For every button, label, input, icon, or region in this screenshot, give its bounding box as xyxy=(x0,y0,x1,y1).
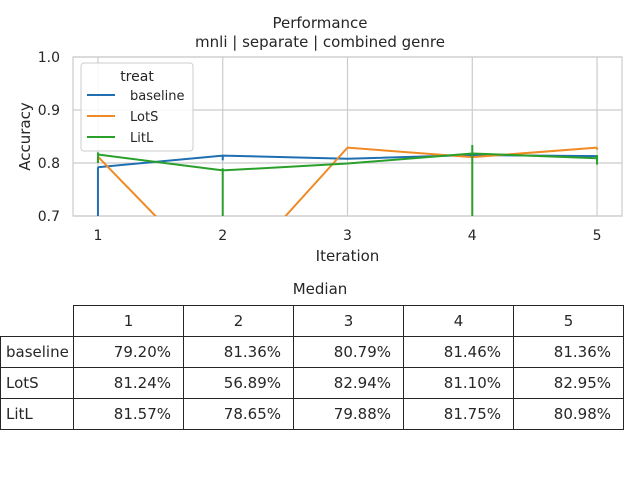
table-cell: 81.57% xyxy=(73,398,184,430)
legend-box xyxy=(80,62,194,152)
data-point-LotS xyxy=(347,147,348,149)
x-tick-label: 5 xyxy=(593,228,602,244)
table-cell: 81.10% xyxy=(403,367,514,399)
data-point-LitL xyxy=(97,154,99,156)
data-point-baseline xyxy=(97,166,99,168)
table-cell: 81.36% xyxy=(183,336,294,368)
data-point-baseline xyxy=(222,155,224,157)
data-point-LitL xyxy=(222,169,224,171)
legend-title: treat xyxy=(120,69,154,85)
column-header: 3 xyxy=(293,305,404,337)
y-tick-label: 0.9 xyxy=(38,103,60,119)
column-header: 1 xyxy=(73,305,184,337)
x-tick-label: 4 xyxy=(468,228,477,244)
x-axis-label: Iteration xyxy=(316,247,380,265)
table-header-row: 1 2 3 4 5 xyxy=(0,305,624,337)
plot-frame xyxy=(72,56,623,217)
table-cell: 82.95% xyxy=(513,367,624,399)
data-point-LotS xyxy=(596,147,598,149)
y-axis-label: Accuracy xyxy=(16,102,34,171)
x-tick-label: 1 xyxy=(93,228,102,244)
table-row: LitL 81.57% 78.65% 79.88% 81.75% 80.98% xyxy=(0,398,624,430)
table-row: baseline 79.20% 81.36% 80.79% 81.46% 81.… xyxy=(0,336,624,368)
table-cell: 81.75% xyxy=(403,398,514,430)
table-cell: 56.89% xyxy=(183,367,294,399)
row-label: baseline xyxy=(0,336,74,368)
data-point-baseline xyxy=(347,158,348,160)
y-tick-label: 0.7 xyxy=(38,209,60,225)
series-group xyxy=(96,144,599,216)
column-header: 2 xyxy=(183,305,294,337)
y-tick-label: 0.8 xyxy=(38,156,60,172)
column-header: 4 xyxy=(403,305,514,337)
x-tick-label: 2 xyxy=(218,228,227,244)
data-point-LitL xyxy=(347,163,348,165)
table-cell: 82.94% xyxy=(293,367,404,399)
legend-label-LotS: LotS xyxy=(130,110,158,125)
table-cell: 79.20% xyxy=(73,336,184,368)
row-label: LitL xyxy=(0,398,74,430)
performance-chart: 1 2 3 4 5 0.7 0.8 0.9 1.0 Iteration Accuracy treat b… xyxy=(16,50,623,265)
table-cell: 81.24% xyxy=(73,367,184,399)
x-tick-label: 3 xyxy=(343,228,352,244)
table-cell: 81.46% xyxy=(403,336,514,368)
column-header: 5 xyxy=(513,305,624,337)
table-cell: 80.79% xyxy=(293,336,404,368)
legend-label-baseline: baseline xyxy=(130,89,184,104)
table-cell: 78.65% xyxy=(183,398,294,430)
chart-subtitle: mnli | separate | combined genre xyxy=(195,33,445,51)
data-point-LitL xyxy=(596,157,598,159)
table-corner xyxy=(0,305,74,337)
table-row: LotS 81.24% 56.89% 82.94% 81.10% 82.95% xyxy=(0,367,624,399)
legend-label-LitL: LitL xyxy=(130,131,154,146)
data-point-LitL xyxy=(471,152,473,154)
table-title: Median xyxy=(292,280,348,298)
y-tick-label: 1.0 xyxy=(38,50,60,66)
median-table: 1 2 3 4 5 baseline 79.20% 81.36% 80.79% … xyxy=(0,305,624,430)
chart-title: Performance xyxy=(272,14,368,32)
table-cell: 80.98% xyxy=(513,398,624,430)
table-cell: 79.88% xyxy=(293,398,404,430)
table-cell: 81.36% xyxy=(513,336,624,368)
row-label: LotS xyxy=(0,367,74,399)
